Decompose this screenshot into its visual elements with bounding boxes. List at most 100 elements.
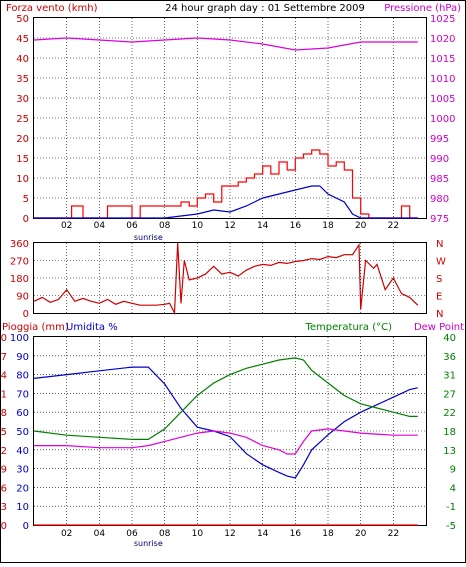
panel3-temperature-label: Temperatura (°C) [304,322,392,333]
panel3-rain-tick-4: 12 [0,446,7,457]
panel2-right-tick-3: W [436,257,446,268]
panel3-humidity-tick-5: 50 [16,427,29,438]
panel1-x-tick-08: 08 [159,221,171,231]
panel3-x-tick-12: 12 [224,529,235,539]
panel3-temp-tick-4: 13 [443,446,456,457]
panel1-right-axis-label: Pressione (hPa) [384,3,461,14]
panel1-left-tick-0: 0 [23,214,29,225]
panel3-humidity-label: Umidita % [66,322,118,333]
panel1-sunrise-label: sunrise [134,233,163,242]
temperature-line [33,357,418,440]
panel3-temp-tick-6: 22 [443,408,456,419]
pressure-line [33,37,418,51]
panel1-left-tick-25: 25 [16,114,29,125]
panel3-temp-tick-9: 36 [443,352,456,363]
panel1-frame [33,17,427,219]
panel1-left-tick-40: 40 [16,54,29,65]
panel1-left-tick-45: 45 [16,34,29,45]
panel2-left-tick-270: 270 [10,257,29,268]
panel1-right-tick-990: 990 [430,154,449,165]
panel1-right-tick-1005: 1005 [430,94,455,105]
panel3-humidity-tick-2: 20 [16,483,29,494]
panel3-humidity-tick-9: 90 [16,352,29,363]
panel3-x-tick-20: 20 [355,529,367,539]
panel1-right-tick-995: 995 [430,134,449,145]
panel2-right-tick-2: S [436,274,442,285]
panel2-left-tick-90: 90 [16,292,29,303]
panel1-left-tick-5: 5 [23,194,29,205]
panel3-rain-label: Pioggia (mm) [2,322,69,333]
panel1-x-tick-12: 12 [224,221,235,231]
label-layer: 0510152025303540455097598098599099510001… [0,14,456,548]
panel1-left-tick-10: 10 [16,174,29,185]
panel3-rain-tick-7: 21 [0,389,7,400]
panel3-rain-tick-2: 6 [1,483,7,494]
panel1-right-tick-1025: 1025 [430,14,455,25]
panel3-dewpoint-label: Dew Point [414,322,464,333]
panel2-right-tick-0: N [436,309,443,320]
panel3-temp-tick-1: -1 [446,502,456,513]
chart-title: 24 hour graph day : 01 Settembre 2009 [165,3,365,14]
panel1-x-tick-02: 02 [61,221,72,231]
panel3-temp-tick-10: 40 [443,333,456,344]
panel1-right-tick-1020: 1020 [430,34,455,45]
panel3-temp-tick-5: 18 [443,427,456,438]
panel3-temp-tick-3: 9 [450,465,456,476]
panel3-humidity-tick-4: 40 [16,446,29,457]
panel3-x-tick-22: 22 [388,529,399,539]
panel1-left-tick-35: 35 [16,74,29,85]
panel3-rain-tick-9: 27 [0,352,7,363]
grid-layer [34,18,426,525]
panel1-left-tick-20: 20 [16,134,29,145]
panel3-temp-tick-2: 4 [450,483,456,494]
panel3-temp-tick-8: 31 [443,371,456,382]
humidity-line [33,366,418,479]
panel3-x-tick-04: 04 [94,529,106,539]
panel1-left-tick-30: 30 [16,94,29,105]
panel3-humidity-tick-1: 10 [16,502,29,513]
dew-point-line [34,428,418,455]
panel2-left-tick-360: 360 [10,239,29,250]
panel3-rain-tick-6: 18 [0,408,7,419]
panel1-right-tick-1000: 1000 [430,114,455,125]
panel1-x-tick-06: 06 [126,221,138,231]
panel3-rain-tick-8: 24 [0,371,7,382]
panel1-x-tick-14: 14 [257,221,269,231]
panel3-sunrise-label: sunrise [134,539,163,548]
panel1-x-tick-16: 16 [290,221,302,231]
panel1-x-tick-20: 20 [355,221,367,231]
panel3-rain-tick-10: 30 [0,333,7,344]
panel3-rain-tick-1: 3 [1,502,7,513]
panel3-x-tick-08: 08 [159,529,171,539]
panel3-rain-tick-3: 9 [1,465,7,476]
panel3-humidity-tick-6: 60 [16,408,29,419]
panel3-humidity-tick-10: 100 [10,333,29,344]
panel2-frame [33,242,427,314]
wind-avg-line [34,185,418,219]
panel3-x-tick-02: 02 [61,529,72,539]
panel1-x-tick-18: 18 [322,221,334,231]
wind-direction-line [33,242,419,316]
panel3-x-tick-18: 18 [322,529,334,539]
panel3-humidity-tick-3: 30 [16,465,29,476]
panel3-humidity-tick-8: 80 [16,371,29,382]
panel3-humidity-tick-0: 0 [23,521,29,532]
panel3-x-tick-06: 06 [126,529,138,539]
panel1-right-tick-985: 985 [430,174,449,185]
panel2-left-tick-180: 180 [10,274,29,285]
panel3-x-tick-10: 10 [192,529,204,539]
panel3-rain-tick-0: 0 [1,521,7,532]
panel1-right-tick-975: 975 [430,214,449,225]
panel3-rain-tick-5: 15 [0,427,7,438]
panel1-right-tick-980: 980 [430,194,449,205]
panel3-x-tick-14: 14 [257,529,269,539]
panel1-left-axis-label: Forza vento (kmh) [6,3,98,14]
series-layer [33,37,419,526]
panel1-x-tick-10: 10 [192,221,204,231]
panel1-left-tick-50: 50 [16,14,29,25]
panel3-x-tick-16: 16 [290,529,302,539]
panel1-x-tick-04: 04 [94,221,106,231]
panel3-humidity-tick-7: 70 [16,389,29,400]
